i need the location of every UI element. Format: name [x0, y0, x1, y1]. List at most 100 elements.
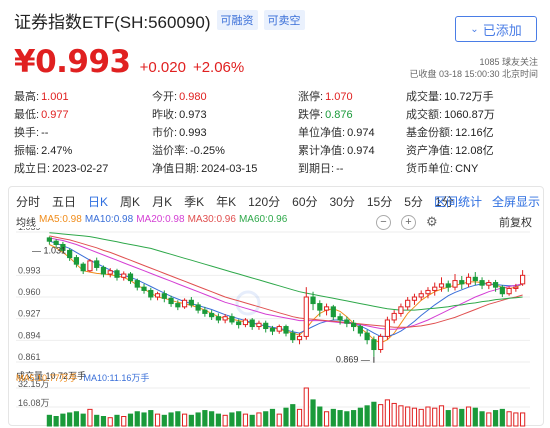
stat-value: 0.974: [347, 145, 375, 157]
volume-bar: [263, 411, 269, 427]
tab-period[interactable]: 1分: [434, 195, 454, 209]
volume-legend: 成交量 10.72万手: [16, 369, 86, 382]
volume-bar: [513, 412, 519, 427]
candle: [222, 314, 228, 324]
tab-period[interactable]: 分时: [16, 195, 41, 209]
chart-panel: [8, 186, 544, 426]
ma-legend-item: 均线: [16, 218, 36, 229]
candle: [127, 272, 134, 284]
volume-bar: [438, 405, 445, 427]
stat-label: 净值日期:: [152, 163, 200, 175]
tab-period[interactable]: 60分: [292, 195, 318, 209]
volume-bar: [67, 412, 73, 427]
volume-bar: [161, 414, 167, 427]
fuquan-select[interactable]: 前复权: [499, 214, 532, 230]
volume-bar: [472, 407, 478, 427]
candle: [121, 271, 127, 281]
tab-period[interactable]: 五日: [52, 195, 77, 209]
stat-label: 最高:: [14, 91, 40, 103]
tab-period[interactable]: 30分: [329, 195, 355, 209]
candle: [46, 236, 52, 245]
stat-value: -0.25%: [190, 145, 225, 157]
volume-bar: [411, 407, 418, 427]
tab-period[interactable]: 月K: [152, 195, 173, 209]
volume-tick-label: 32.15万: [18, 379, 50, 389]
volume-bar: [114, 414, 120, 427]
y-tick-label: 0.960: [18, 287, 41, 297]
candle: [391, 310, 397, 324]
stat-label: 到期日:: [298, 163, 335, 175]
volume-bar: [121, 416, 127, 427]
tag-margin-financing[interactable]: 可融资: [216, 10, 258, 30]
stat-label: 溢价率:: [152, 145, 189, 157]
volume-bar: [269, 408, 276, 427]
volume-bar: [506, 411, 512, 427]
fullscreen-button[interactable]: 全屏显示: [492, 195, 541, 209]
tab-period[interactable]: 120分: [248, 195, 281, 209]
stat-cell: 成立日: 2023-02-27: [14, 160, 108, 176]
candle: [445, 280, 451, 292]
candle: [202, 306, 208, 317]
ma-line-ma20: [49, 237, 523, 330]
tab-period[interactable]: 15分: [366, 195, 393, 209]
tab-period[interactable]: 周K: [120, 195, 141, 209]
volume-bar: [222, 414, 228, 427]
stat-value: 12.16亿: [455, 127, 494, 139]
tab-period[interactable]: 季K: [184, 195, 205, 209]
volume-bar: [520, 412, 526, 427]
volume-bar: [80, 413, 86, 427]
candle: [229, 313, 235, 325]
volume-bar: [209, 411, 215, 427]
candle: [215, 313, 221, 324]
stat-value: 0.974: [347, 127, 375, 139]
candle: [67, 248, 73, 261]
volume-bar: [134, 411, 140, 427]
candle: [242, 318, 249, 328]
volume-bar: [154, 413, 161, 427]
stat-value: 0.876: [325, 109, 353, 121]
volume-bar: [73, 411, 80, 427]
volume-bar: [310, 399, 316, 427]
stat-cell: 最高: 1.001: [14, 88, 69, 104]
fuquan-label: 前复权: [499, 217, 532, 229]
ma-line-ma10: [49, 240, 523, 337]
current-price: ¥0.993: [14, 44, 131, 80]
stats-row: 最低: 0.977 昨收: 0.973 跌停: 0.876 成交额: 1060.87万: [14, 106, 544, 124]
volume-bar: [323, 411, 330, 427]
volume-bar: [276, 413, 282, 427]
stat-label: 单位净值:: [298, 127, 346, 139]
tab-period[interactable]: 5分: [404, 195, 423, 209]
tab-period[interactable]: 日K: [88, 195, 109, 209]
candle: [506, 286, 512, 296]
zoom-in-icon[interactable]: +: [401, 214, 416, 230]
tab-period[interactable]: 年K: [216, 195, 237, 209]
volume-bar: [94, 414, 100, 427]
candle: [195, 302, 201, 314]
range-stats-button[interactable]: 区间统计: [434, 195, 483, 209]
tag-short-selling[interactable]: 可卖空: [263, 10, 305, 30]
volume-bar: [486, 412, 492, 427]
volume-bar: [405, 406, 411, 427]
candle: [317, 300, 323, 317]
candle: [141, 283, 147, 294]
added-watchlist-button[interactable]: ⌄ 已添加: [455, 16, 537, 42]
candle: [330, 304, 336, 320]
stat-label: 振幅:: [14, 145, 40, 157]
kline-chart[interactable]: 1.059 0.993 0.960 0.927 0.894 0.861 — 1.031 0.8…: [16, 228, 530, 428]
stat-cell: 基金份额: 12.16亿: [406, 124, 494, 140]
volume-bar: [181, 413, 188, 427]
y-tick-label: 1.059: [18, 228, 41, 232]
candle: [405, 297, 411, 311]
candle: [513, 283, 519, 292]
stat-cell: 资产净值: 12.08亿: [406, 142, 494, 158]
volume-bar: [127, 413, 134, 427]
zoom-out-icon[interactable]: −: [376, 214, 391, 230]
stat-cell: 振幅: 2.47%: [14, 142, 72, 158]
volume-bar: [492, 410, 499, 427]
volume-bar: [337, 410, 343, 427]
settings-icon[interactable]: ⚙: [426, 214, 438, 229]
stat-cell: 换手: --: [14, 124, 48, 140]
ma-legend-item: MA20:0.98: [136, 214, 185, 225]
stat-cell: 货币单位: CNY: [406, 160, 478, 176]
stat-value: --: [336, 163, 344, 175]
